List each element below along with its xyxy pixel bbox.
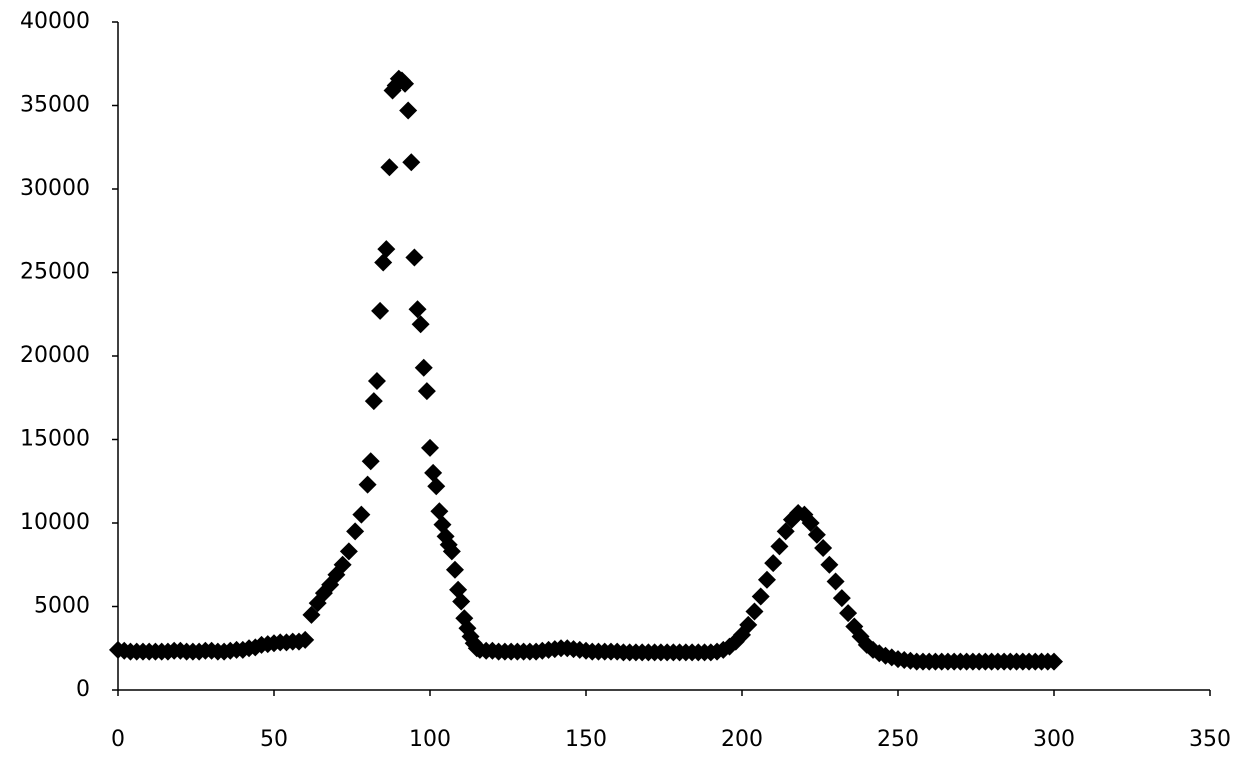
point (352, 506, 370, 524)
x-tick-label: 200 (721, 727, 763, 752)
x-tick-label: 300 (1033, 727, 1075, 752)
y-tick-label: 35000 (20, 93, 90, 118)
point (820, 556, 838, 574)
x-tick-label: 100 (409, 727, 451, 752)
point (430, 502, 448, 520)
y-tick-label: 5000 (34, 594, 90, 619)
x-tick-label: 150 (565, 727, 607, 752)
point (827, 572, 845, 590)
point (421, 439, 439, 457)
point (402, 153, 420, 171)
x-tick-label: 250 (877, 727, 919, 752)
point (362, 452, 380, 470)
y-tick-label: 20000 (20, 343, 90, 368)
point (365, 392, 383, 410)
point (427, 477, 445, 495)
y-tick-label: 30000 (20, 176, 90, 201)
point (374, 253, 392, 271)
point (399, 102, 417, 120)
point (371, 302, 389, 320)
y-tick-label: 25000 (20, 260, 90, 285)
point (368, 372, 386, 390)
point (418, 382, 436, 400)
point (409, 300, 427, 318)
x-tick-label: 50 (260, 727, 288, 752)
point (446, 561, 464, 579)
x-tick-label: 350 (1189, 727, 1231, 752)
chart: 0 5000 10000 15000 20000 25000 30000 35000 40000… (0, 0, 1240, 761)
point (424, 464, 442, 482)
point (380, 158, 398, 176)
point (377, 240, 395, 258)
y-tick-label: 10000 (20, 510, 90, 535)
y-tick-label: 0 (76, 677, 90, 702)
point (415, 359, 433, 377)
y-tick-label: 40000 (20, 9, 90, 34)
point (412, 315, 430, 333)
point (758, 571, 776, 589)
point (346, 522, 364, 540)
point (359, 476, 377, 494)
y-tick-label: 15000 (20, 427, 90, 452)
x-tick-label: 0 (111, 727, 125, 752)
point (764, 554, 782, 572)
point (405, 248, 423, 266)
